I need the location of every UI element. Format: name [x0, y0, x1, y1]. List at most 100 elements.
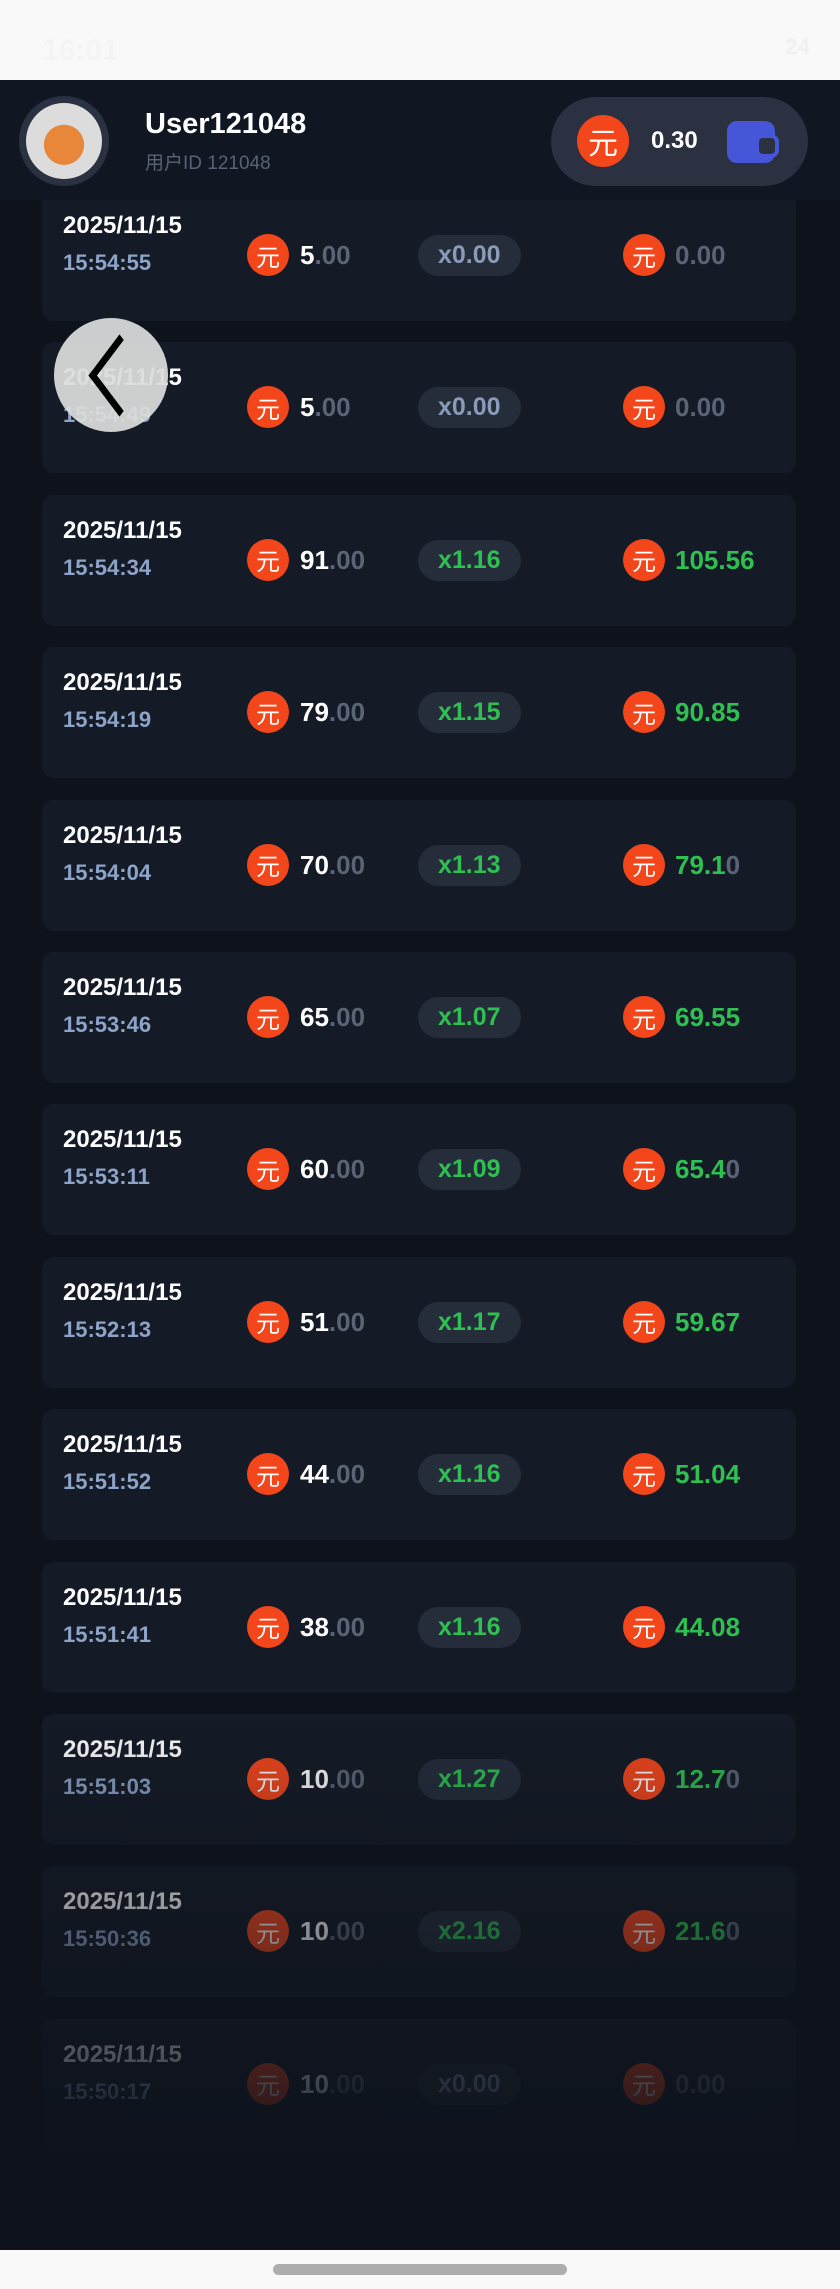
bet-amount: 44.00	[300, 1459, 365, 1490]
payout-amount: 79.10	[675, 850, 740, 881]
row-time: 15:54:04	[63, 859, 152, 885]
history-row: 2025/11/15 15:51:41 元 38.00 x1.16 元 44.0…	[42, 1561, 796, 1693]
payout-main: 79.1	[675, 849, 726, 880]
row-time: 15:54:19	[63, 707, 152, 733]
bet-amount: 60.00	[300, 1154, 365, 1185]
row-date: 2025/11/15	[63, 1126, 182, 1154]
bet-decimal: .00	[328, 1611, 366, 1642]
payout-main: 59.67	[675, 1306, 741, 1337]
bet-decimal: .00	[328, 697, 366, 728]
payout-main: 51.04	[675, 1459, 741, 1490]
history-row: 2025/11/15 15:53:11 元 60.00 x1.09 元 65.4…	[42, 1104, 796, 1236]
yuan-coin-icon: 元	[247, 1758, 289, 1800]
yuan-coin-icon: 元	[247, 2062, 289, 2105]
bet-amount: 5.00	[300, 392, 351, 423]
yuan-coin-icon: 元	[247, 1910, 289, 1953]
history-row: 2025/11/15 15:51:52 元 44.00 x1.16 元 51.0…	[42, 1409, 796, 1541]
corgi-avatar-image	[26, 103, 102, 179]
balance-pill[interactable]: 元 0.30	[551, 97, 808, 186]
bet-amount: 10.00	[300, 2069, 365, 2100]
wallet-icon[interactable]	[727, 121, 779, 163]
bet-decimal: .00	[314, 240, 351, 270]
row-date: 2025/11/15	[63, 1278, 182, 1306]
payout-amount: 0.00	[675, 2069, 726, 2100]
bet-amount: 5.00	[300, 240, 351, 271]
history-row: 2025/11/15 15:54:34 元 91.00 x1.16 元 105.…	[42, 494, 796, 626]
bet-decimal: .00	[328, 2068, 366, 2099]
payout-main: 12.7	[675, 1764, 726, 1794]
yuan-coin-icon: 元	[247, 538, 289, 581]
payout-tail: 0	[725, 849, 741, 880]
payout-amount: 90.85	[675, 697, 740, 728]
row-date: 2025/11/15	[63, 1736, 182, 1763]
bet-integer: 5	[300, 240, 315, 270]
user-header: User121048 用户ID 121048 元 0.30	[0, 80, 840, 200]
bet-integer: 5	[300, 392, 315, 423]
status-bar: 16:01 24	[0, 0, 840, 80]
history-row: 2025/11/15 15:50:36 元 10.00 x2.16 元 21.6…	[42, 1866, 796, 1998]
history-row: 2025/11/15 15:51:03 元 10.00 x1.27 元 12.7…	[42, 1714, 796, 1845]
bet-integer: 70	[300, 849, 329, 880]
yuan-coin-icon: 元	[247, 843, 289, 886]
row-time: 15:50:17	[63, 2078, 152, 2104]
bet-amount: 10.00	[300, 1764, 365, 1795]
payout-main: 90.85	[675, 697, 741, 728]
yuan-coin-icon: 元	[247, 996, 289, 1038]
payout-tail: 0	[725, 1154, 741, 1185]
yuan-coin-icon: 元	[623, 538, 665, 581]
history-row: 2025/11/15 15:54:19 元 79.00 x1.15 元 90.8…	[42, 647, 796, 779]
payout-main: 105.56	[675, 544, 755, 575]
payout-amount: 12.70	[675, 1764, 740, 1795]
bet-amount: 70.00	[300, 850, 365, 881]
bet-decimal: .00	[328, 1764, 366, 1794]
bet-decimal: .00	[328, 1002, 366, 1032]
username: User121048	[145, 108, 307, 140]
row-date: 2025/11/15	[63, 2040, 182, 2068]
row-time: 15:50:36	[63, 1926, 152, 1952]
bet-integer: 10	[300, 1916, 329, 1947]
yuan-coin-icon: 元	[623, 1758, 665, 1800]
bet-integer: 10	[300, 1764, 329, 1794]
payout-main: 44.08	[675, 1611, 741, 1642]
multiplier-badge: x1.16	[418, 539, 521, 581]
bet-integer: 79	[300, 697, 329, 728]
bet-integer: 65	[300, 1002, 329, 1032]
multiplier-badge: x0.00	[418, 2063, 521, 2105]
back-button[interactable]	[54, 318, 168, 432]
payout-amount: 59.67	[675, 1307, 740, 1338]
bet-decimal: .00	[314, 392, 351, 423]
yuan-coin-icon: 元	[623, 2062, 665, 2105]
multiplier-badge: x1.13	[418, 844, 521, 886]
bet-decimal: .00	[328, 1306, 366, 1337]
row-time: 15:51:03	[63, 1774, 152, 1799]
payout-main: 0.00	[675, 392, 726, 423]
multiplier-badge: x1.09	[418, 1149, 521, 1191]
multiplier-badge: x1.15	[418, 692, 521, 734]
bet-amount: 10.00	[300, 1916, 365, 1947]
yuan-coin-icon: 元	[623, 1148, 665, 1191]
multiplier-badge: x1.17	[418, 1301, 521, 1343]
yuan-coin-icon: 元	[623, 1453, 665, 1496]
row-date: 2025/11/15	[63, 974, 182, 1001]
yuan-coin-icon: 元	[247, 234, 289, 276]
row-date: 2025/11/15	[63, 821, 182, 849]
history-row: 2025/11/15 15:54:04 元 70.00 x1.13 元 79.1…	[42, 799, 796, 931]
avatar[interactable]	[19, 96, 109, 186]
payout-amount: 21.60	[675, 1916, 740, 1947]
balance-amount: 0.30	[651, 127, 698, 154]
yuan-coin-icon: 元	[623, 234, 665, 276]
payout-main: 69.55	[675, 1002, 741, 1032]
bet-integer: 38	[300, 1611, 329, 1642]
row-time: 15:54:34	[63, 554, 152, 580]
yuan-coin-icon: 元	[577, 115, 629, 167]
payout-amount: 0.00	[675, 392, 726, 423]
yuan-coin-icon: 元	[247, 386, 289, 429]
home-handle[interactable]	[273, 2264, 567, 2275]
yuan-coin-icon: 元	[623, 691, 665, 734]
row-time: 15:53:46	[63, 1012, 152, 1037]
payout-main: 21.6	[675, 1916, 726, 1947]
bet-integer: 51	[300, 1306, 329, 1337]
payout-amount: 0.00	[675, 240, 726, 271]
yuan-coin-icon: 元	[247, 1605, 289, 1648]
row-date: 2025/11/15	[63, 1583, 182, 1611]
